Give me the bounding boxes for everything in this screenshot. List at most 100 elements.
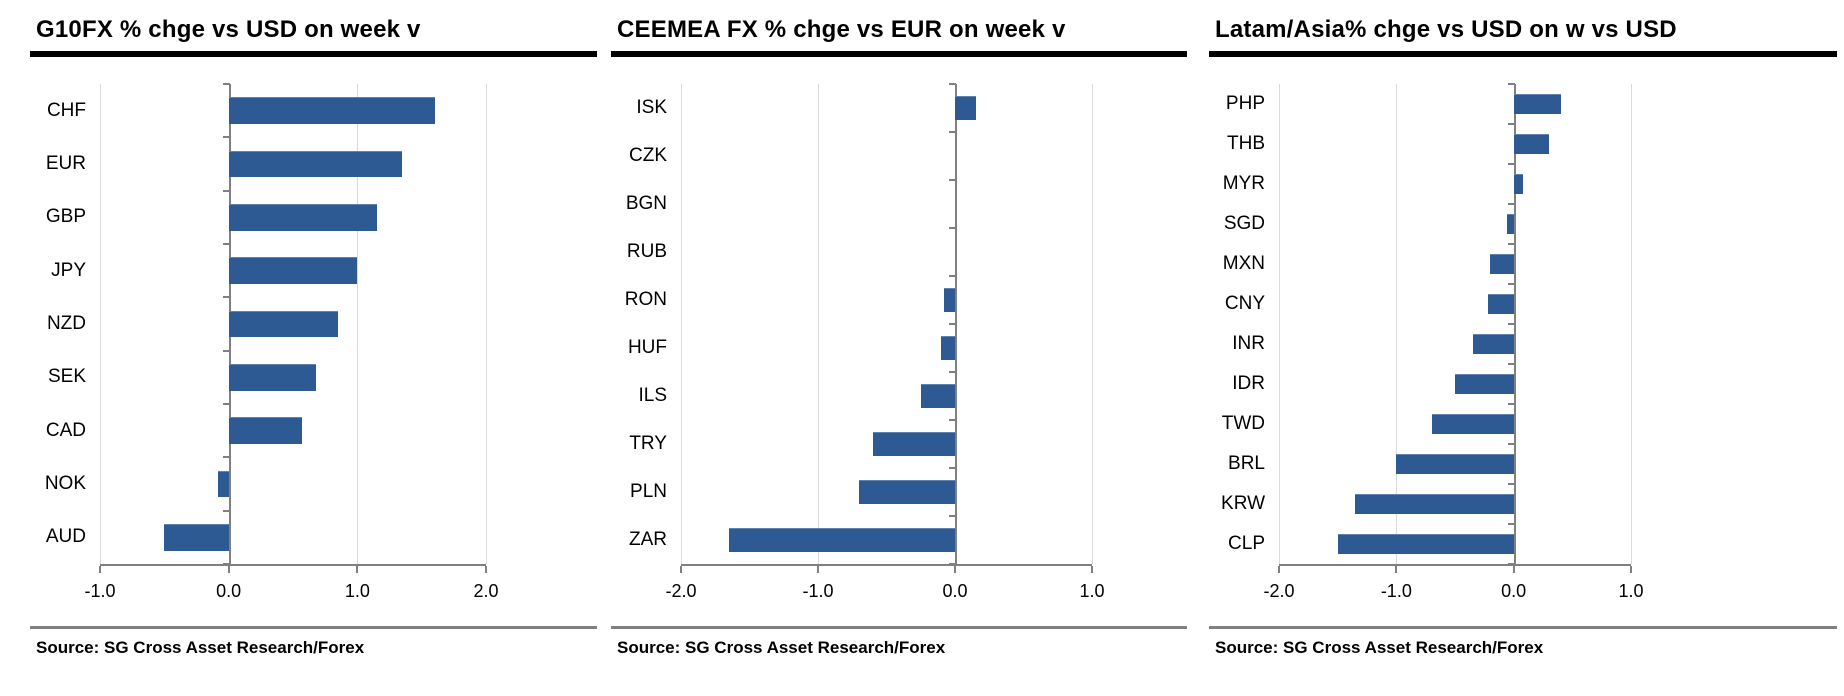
category-label-clp: CLP — [1228, 533, 1265, 554]
bar-myr — [1513, 174, 1524, 194]
bar-idr — [1455, 374, 1514, 394]
category-label-rub: RUB — [626, 241, 667, 262]
category-axis-tick — [1507, 523, 1515, 525]
gridline — [100, 84, 101, 564]
category-axis-tick — [222, 456, 230, 459]
x-tick-label: 0.0 — [1501, 581, 1527, 601]
bar-sgd — [1506, 213, 1514, 234]
chart-panels-row: G10FX % chge vs USD on week v CHF EUR GBP J… — [30, 10, 1837, 658]
category-label-php: PHP — [1225, 93, 1265, 114]
bar-gbp — [228, 204, 377, 231]
x-axis-tick — [227, 566, 230, 573]
category-label-try: TRY — [629, 433, 667, 454]
chart-panel-latam-asia: Latam/Asia% chge vs USD on w vs USD PHP T… — [1209, 10, 1837, 658]
category-axis-tick — [222, 296, 230, 299]
category-axis-tick — [949, 419, 956, 421]
x-tick-label: -1.0 — [84, 581, 116, 601]
category-label-nzd: NZD — [46, 312, 86, 334]
category-axis-tick — [949, 83, 956, 85]
category-axis-tick — [1507, 122, 1515, 125]
chart-body: CHF EUR GBP JPY NZD SEK CAD NOK AUD — [30, 83, 597, 573]
x-axis-tick — [1630, 566, 1632, 573]
category-label-inr: INR — [1232, 333, 1265, 354]
category-label-ils: ILS — [638, 385, 667, 406]
category-axis-tick — [949, 227, 956, 229]
bar-zar — [728, 528, 955, 552]
category-axis-tick — [949, 323, 956, 325]
category-axis-labels: ISK CZK BGN RUB RON HUF ILS TRY PLN ZAR — [611, 84, 681, 564]
gridline — [486, 84, 487, 564]
category-axis-tick — [1507, 203, 1515, 205]
category-axis-tick — [949, 131, 956, 133]
bar-ron — [944, 288, 955, 312]
category-axis-tick — [949, 275, 956, 277]
source-caption: Source: SG Cross Asset Research/Forex — [617, 638, 946, 657]
category-label-bgn: BGN — [625, 193, 667, 214]
category-label-krw: KRW — [1221, 493, 1265, 514]
title-underline — [30, 51, 597, 57]
bar-twd — [1431, 414, 1514, 434]
source-divider — [1209, 626, 1837, 629]
title-underline — [1209, 51, 1837, 57]
x-axis-tick-labels: -2.0 -1.0 0.0 1.0 — [1263, 581, 1643, 605]
source-divider — [611, 626, 1187, 629]
category-label-huf: HUF — [627, 337, 667, 358]
x-tick-label: 2.0 — [473, 581, 499, 601]
chart-body: PHP THB MYR SGD MXN CNY INR IDR TWD BRL KRW CLP — [1209, 83, 1837, 573]
plot-area — [680, 83, 1093, 573]
gridline — [357, 84, 359, 564]
x-axis-tick-labels: -2.0 -1.0 0.0 1.0 — [665, 581, 1104, 605]
bar-chf — [228, 97, 435, 124]
category-axis-tick — [949, 467, 956, 469]
x-axis-tick — [680, 566, 682, 573]
gridline — [817, 84, 819, 564]
gridline — [681, 84, 682, 564]
category-axis-tick — [222, 189, 230, 192]
category-label-jpy: JPY — [51, 259, 86, 281]
x-tick-label: -2.0 — [665, 581, 697, 601]
bar-eur — [228, 150, 403, 178]
zero-axis-line — [955, 84, 957, 564]
bar-php — [1513, 93, 1561, 114]
category-label-aud: AUD — [45, 526, 86, 548]
category-axis-tick — [949, 179, 956, 181]
category-axis-tick — [222, 349, 230, 352]
category-axis-labels: CHF EUR GBP JPY NZD SEK CAD NOK AUD — [30, 84, 100, 564]
category-axis-tick — [1507, 482, 1515, 485]
category-axis-tick — [222, 136, 230, 139]
category-axis-tick — [222, 563, 230, 565]
x-tick-label: 1.0 — [344, 581, 370, 601]
bar-sek — [228, 363, 317, 391]
bar-huf — [941, 336, 955, 360]
plot-area — [99, 83, 487, 573]
chart-title-ceemea: CEEMEA FX % chge vs EUR on week v — [617, 16, 1066, 43]
bar-pln — [859, 480, 955, 504]
x-axis-tick — [485, 566, 487, 573]
x-tick-label: 1.0 — [1079, 581, 1105, 601]
category-label-sek: SEK — [47, 366, 86, 388]
zero-axis-line — [1513, 84, 1516, 564]
bar-clp — [1337, 534, 1514, 554]
category-axis-tick — [222, 403, 230, 405]
x-axis-tick — [1278, 566, 1280, 573]
bar-aud — [164, 524, 229, 551]
bar-nzd — [228, 310, 339, 338]
category-axis-tick — [1507, 242, 1515, 245]
category-label-zar: ZAR — [629, 529, 667, 550]
category-label-idr: IDR — [1232, 373, 1265, 394]
category-axis-tick — [1507, 563, 1515, 565]
category-axis-tick — [1507, 283, 1515, 285]
category-label-chf: CHF — [46, 99, 86, 121]
bar-krw — [1355, 494, 1514, 514]
x-axis-tick — [816, 566, 819, 573]
x-axis-tick — [356, 566, 359, 573]
x-axis-tick-labels: -1.0 0.0 1.0 2.0 — [84, 581, 498, 605]
x-axis-tick — [954, 566, 956, 573]
chart-panel-ceemea: CEEMEA FX % chge vs EUR on week v ISK CZK… — [611, 10, 1187, 658]
x-axis-tick — [1395, 566, 1398, 573]
chart-title-g10fx: G10FX % chge vs USD on week v — [36, 16, 421, 43]
category-label-ron: RON — [624, 289, 667, 310]
x-tick-label: -1.0 — [1380, 581, 1412, 601]
source-divider — [30, 626, 597, 629]
